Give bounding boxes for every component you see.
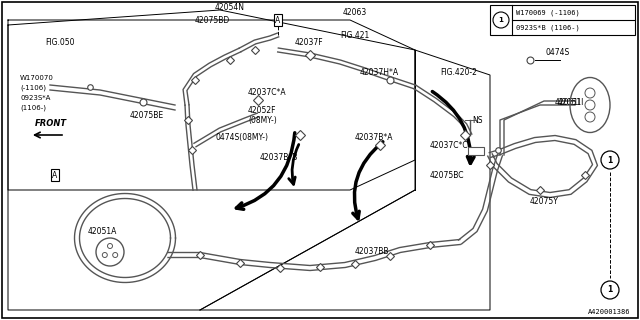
Text: 42054N: 42054N <box>215 3 245 12</box>
Text: W170069 (-1106): W170069 (-1106) <box>516 9 580 16</box>
Text: 0474S(08MY-): 0474S(08MY-) <box>215 132 268 141</box>
Text: FRONT: FRONT <box>35 119 67 128</box>
Text: 42037C*C: 42037C*C <box>430 140 468 149</box>
Text: 42075Y: 42075Y <box>530 197 559 206</box>
Text: 42075BD: 42075BD <box>195 15 230 25</box>
Text: 0474S: 0474S <box>545 47 569 57</box>
Text: FIG.420-2: FIG.420-2 <box>440 68 477 76</box>
Text: W170070: W170070 <box>20 75 54 81</box>
Text: 42037B*B: 42037B*B <box>260 153 298 162</box>
Text: 42051I: 42051I <box>555 98 581 107</box>
Text: 42063: 42063 <box>343 7 367 17</box>
Text: A420001386: A420001386 <box>588 309 630 315</box>
Text: (08MY-): (08MY-) <box>248 116 276 124</box>
Text: 0923S*A: 0923S*A <box>20 95 51 101</box>
Bar <box>490 5 635 35</box>
Text: 42052F: 42052F <box>248 106 276 115</box>
Text: 42051I: 42051I <box>558 98 584 107</box>
Text: 42037F: 42037F <box>295 37 324 46</box>
Text: 1: 1 <box>499 17 504 23</box>
Text: 42037H*A: 42037H*A <box>360 68 399 76</box>
Text: 42037B*A: 42037B*A <box>355 132 394 141</box>
Text: FIG.050: FIG.050 <box>45 37 74 46</box>
Bar <box>468 147 484 155</box>
Text: (-1106): (-1106) <box>20 85 46 91</box>
Text: A: A <box>275 15 280 25</box>
Text: A: A <box>52 171 58 180</box>
Text: 1: 1 <box>607 156 612 164</box>
Text: NS: NS <box>472 116 483 124</box>
Text: (1106-): (1106-) <box>20 105 46 111</box>
Text: 42037C*A: 42037C*A <box>248 87 287 97</box>
Text: 0923S*B (1106-): 0923S*B (1106-) <box>516 24 580 31</box>
Text: 42075BC: 42075BC <box>430 171 465 180</box>
Text: 42051A: 42051A <box>88 228 117 236</box>
Text: 42075BE: 42075BE <box>130 110 164 119</box>
Text: 1: 1 <box>607 285 612 294</box>
Text: 42037BB: 42037BB <box>355 247 390 257</box>
Text: FIG.421: FIG.421 <box>340 30 369 39</box>
